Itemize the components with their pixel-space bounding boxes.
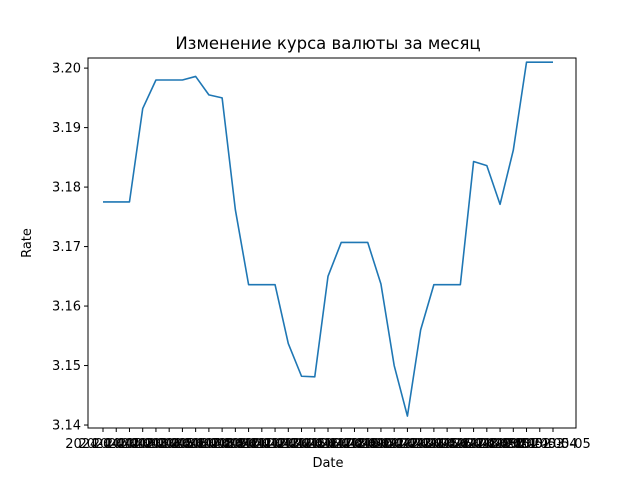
data-point (208, 94, 209, 95)
data-point (460, 284, 461, 285)
series-line (103, 61, 553, 417)
data-point (539, 62, 540, 63)
data-point (447, 284, 448, 285)
data-point (420, 329, 421, 330)
data-point (169, 79, 170, 80)
x-tick-label: 2024-04-19 (303, 437, 379, 452)
data-point (513, 150, 514, 151)
x-tick-label: 2024-04-06 (131, 437, 207, 452)
data-point (261, 284, 262, 285)
x-tick-label: 2024-05-03 (489, 437, 565, 452)
x-tick-label: 2024-04-24 (370, 437, 446, 452)
x-tick-label: 2024-04-03 (92, 437, 168, 452)
data-point (354, 242, 355, 243)
x-tick-label: 2024-04-15 (251, 437, 327, 452)
data-point (301, 376, 302, 377)
x-tick-label: 2024-04-12 (211, 437, 287, 452)
data-point (142, 108, 143, 109)
y-tick-label: 3.15 (52, 359, 81, 374)
x-tick-label: 2024-04-17 (277, 437, 353, 452)
data-point (235, 209, 236, 210)
data-point (473, 161, 474, 162)
data-point (327, 276, 328, 277)
x-tick-label: 2024-04-30 (449, 437, 525, 452)
y-tick-label: 3.16 (52, 300, 81, 315)
x-tick-label: 2024-04-14 (237, 437, 313, 452)
x-tick-label: 2024-04-18 (290, 437, 366, 452)
chart-title: Изменение курса валюты за месяц (175, 34, 480, 53)
data-point (394, 365, 395, 366)
data-point (116, 201, 117, 202)
x-tick-label: 2024-04-20 (317, 437, 393, 452)
data-point (367, 242, 368, 243)
data-point (102, 201, 103, 202)
data-point (129, 201, 130, 202)
y-tick-label: 3.20 (52, 62, 81, 77)
x-axis-ticks: 2024-04-012024-04-022024-04-032024-04-04… (65, 428, 591, 452)
data-point (407, 416, 408, 417)
y-axis-label: Rate (20, 228, 35, 258)
x-tick-label: 2024-04-23 (356, 437, 432, 452)
x-tick-label: 2024-04-01 (65, 437, 141, 452)
data-point (155, 79, 156, 80)
data-point (380, 283, 381, 284)
x-tick-label: 2024-04-27 (409, 437, 485, 452)
data-point (314, 376, 315, 377)
plot-area-frame (87, 57, 577, 429)
x-tick-label: 2024-04-28 (423, 437, 499, 452)
x-tick-label: 2024-04-26 (396, 437, 472, 452)
x-tick-label: 2024-04-07 (145, 437, 221, 452)
x-tick-label: 2024-05-02 (476, 437, 552, 452)
x-tick-label: 2024-04-10 (184, 437, 260, 452)
x-tick-label: 2024-04-13 (224, 437, 300, 452)
y-tick-label: 3.19 (52, 121, 81, 136)
x-tick-label: 2024-05-01 (462, 437, 538, 452)
x-tick-label: 2024-04-22 (343, 437, 419, 452)
data-point (499, 204, 500, 205)
x-tick-label: 2024-05-04 (502, 437, 578, 452)
y-tick-label: 3.17 (52, 240, 81, 255)
x-axis-label: Date (312, 456, 343, 471)
data-point (526, 62, 527, 63)
x-tick-label: 2024-04-16 (264, 437, 340, 452)
y-tick-label: 3.14 (52, 419, 81, 434)
x-tick-label: 2024-04-02 (78, 437, 154, 452)
x-tick-label: 2024-04-25 (383, 437, 459, 452)
data-point (486, 165, 487, 166)
x-tick-label: 2024-04-05 (118, 437, 194, 452)
data-point (341, 242, 342, 243)
data-point (222, 97, 223, 98)
data-point (195, 76, 196, 77)
data-point (274, 284, 275, 285)
y-axis-ticks: 3.14 3.15 3.16 3.17 3.18 3.19 3.20 (52, 62, 88, 434)
x-tick-label: 2024-04-11 (198, 437, 274, 452)
series-layer (102, 61, 553, 417)
data-point (552, 62, 553, 63)
data-point (288, 343, 289, 344)
x-tick-label: 2024-04-04 (105, 437, 181, 452)
data-point (182, 79, 183, 80)
x-tick-label: 2024-04-09 (171, 437, 247, 452)
x-tick-label: 2024-04-29 (436, 437, 512, 452)
data-point (433, 284, 434, 285)
x-tick-label: 2024-05-05 (515, 437, 591, 452)
y-tick-label: 3.18 (52, 181, 81, 196)
data-point (248, 284, 249, 285)
x-tick-label: 2024-04-08 (158, 437, 234, 452)
x-tick-label: 2024-04-21 (330, 437, 406, 452)
